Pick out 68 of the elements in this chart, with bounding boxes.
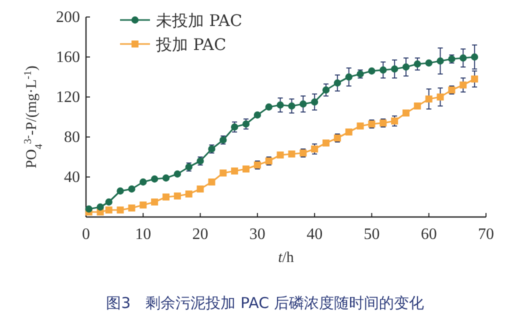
point xyxy=(414,60,422,68)
point xyxy=(254,111,262,119)
x-tick-label: 60 xyxy=(420,226,437,243)
point xyxy=(310,98,318,106)
point xyxy=(300,100,307,108)
point xyxy=(231,168,238,174)
y-tick-label: 80 xyxy=(64,129,80,146)
point xyxy=(242,166,250,172)
point xyxy=(334,79,342,87)
x-tick-label: 70 xyxy=(478,226,494,243)
point xyxy=(116,187,124,195)
point xyxy=(150,175,158,183)
y-tick-label: 120 xyxy=(56,89,80,106)
point xyxy=(402,63,410,71)
legend-label: 投加 PAC xyxy=(155,35,226,54)
point xyxy=(436,57,444,65)
point xyxy=(276,101,284,109)
point xyxy=(425,96,432,102)
text: 图3 剩余污泥投加 PAC 后磷浓度随时间的变化 xyxy=(106,294,424,312)
x-tick-label: 30 xyxy=(249,226,266,243)
point xyxy=(322,86,330,94)
x-tick-label: 0 xyxy=(82,226,90,243)
point xyxy=(162,194,170,200)
y-tick-label: 40 xyxy=(64,169,80,186)
point xyxy=(460,82,467,88)
point xyxy=(85,205,92,213)
point xyxy=(425,59,432,67)
point xyxy=(128,204,136,212)
point xyxy=(460,54,467,62)
point xyxy=(140,178,147,186)
point xyxy=(162,174,170,182)
point xyxy=(174,170,182,178)
point xyxy=(140,202,147,208)
point xyxy=(470,53,478,61)
point xyxy=(356,122,364,130)
point xyxy=(208,178,216,186)
y-tick-label: 200 xyxy=(56,9,80,26)
point xyxy=(265,103,272,111)
point xyxy=(185,190,192,198)
point xyxy=(380,66,387,74)
point xyxy=(276,152,284,158)
point xyxy=(288,150,296,158)
point xyxy=(345,128,352,136)
y-tick-label: 160 xyxy=(56,49,80,66)
x-tick-label: 20 xyxy=(192,226,208,243)
point xyxy=(368,67,376,75)
point xyxy=(105,206,112,214)
x-axis-title: t/h xyxy=(278,250,294,266)
point xyxy=(116,206,124,214)
point xyxy=(345,73,352,81)
point xyxy=(414,102,421,110)
point xyxy=(471,76,478,82)
point xyxy=(436,94,444,100)
point xyxy=(390,65,398,73)
point xyxy=(322,140,330,146)
point xyxy=(96,203,104,211)
x-tick-label: 50 xyxy=(364,226,380,243)
x-tick-label: 10 xyxy=(135,226,152,243)
legend-label: 未投加 PAC xyxy=(156,11,242,30)
point xyxy=(151,198,158,206)
point xyxy=(174,192,181,200)
point xyxy=(105,198,112,206)
point xyxy=(288,102,296,110)
point xyxy=(196,186,204,192)
point xyxy=(220,170,227,176)
x-tick-label: 40 xyxy=(306,226,323,243)
point xyxy=(402,110,410,116)
point xyxy=(128,185,136,193)
